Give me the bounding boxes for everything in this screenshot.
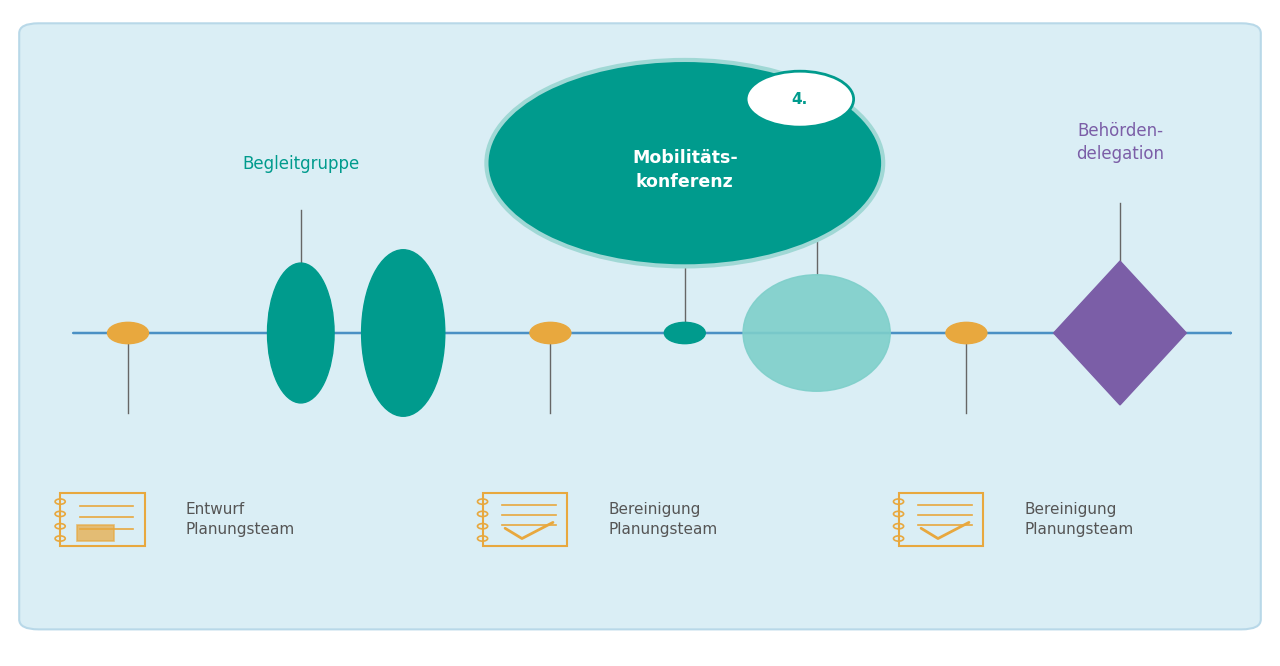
Text: Bereinigung
Planungsteam: Bereinigung Planungsteam: [608, 502, 717, 537]
Circle shape: [486, 60, 883, 266]
Polygon shape: [1053, 261, 1187, 405]
FancyBboxPatch shape: [77, 525, 114, 541]
Circle shape: [108, 322, 148, 344]
Text: 4.: 4.: [792, 92, 808, 107]
Text: Bereinigung
Planungsteam: Bereinigung Planungsteam: [1024, 502, 1133, 537]
Circle shape: [746, 71, 854, 127]
Ellipse shape: [268, 263, 334, 403]
Text: ePartizipation: ePartizipation: [760, 155, 873, 173]
Text: Mobilitäts-
konferenz: Mobilitäts- konferenz: [632, 149, 737, 190]
Text: Begleitgruppe: Begleitgruppe: [242, 155, 360, 173]
Ellipse shape: [361, 250, 445, 416]
FancyBboxPatch shape: [19, 23, 1261, 629]
Text: Behörden-
delegation: Behörden- delegation: [1076, 122, 1164, 163]
Circle shape: [664, 322, 705, 344]
Circle shape: [946, 322, 987, 344]
Text: Entwurf
Planungsteam: Entwurf Planungsteam: [186, 502, 294, 537]
Ellipse shape: [742, 275, 891, 391]
Circle shape: [530, 322, 571, 344]
